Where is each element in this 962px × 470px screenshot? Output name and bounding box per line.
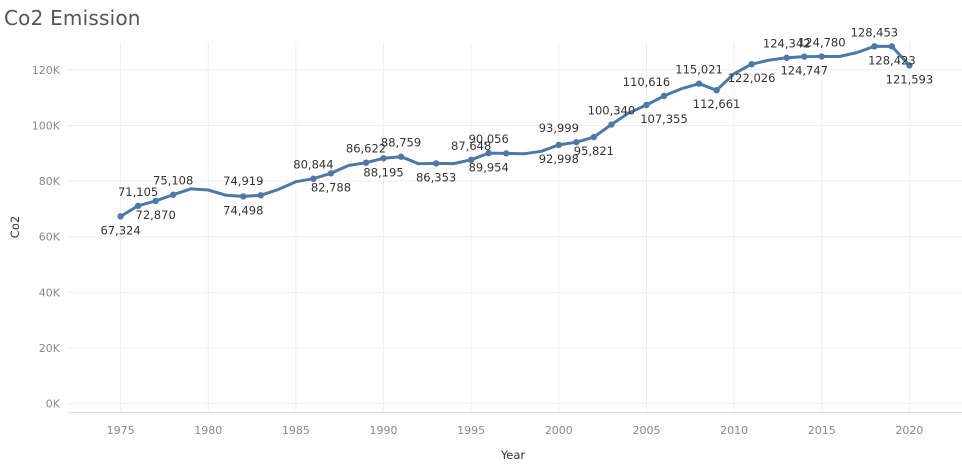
data-point (888, 43, 896, 50)
data-label: 100,340 (588, 104, 636, 118)
data-point (748, 60, 755, 68)
data-label: 128,453 (851, 25, 899, 39)
data-point (432, 160, 440, 167)
x-tick-label: 1975 (107, 424, 135, 437)
data-label: 86,353 (416, 170, 456, 184)
data-label: 124,780 (798, 36, 846, 50)
y-tick-label: 60K (39, 231, 61, 244)
y-tick-label: 0K (46, 398, 61, 411)
data-label: 75,108 (153, 174, 193, 188)
data-label: 128,423 (868, 53, 916, 67)
x-tick-label: 1995 (457, 424, 485, 437)
data-point (801, 53, 808, 60)
data-point (485, 149, 492, 157)
data-label: 82,788 (311, 180, 351, 194)
data-point (818, 53, 825, 60)
data-label: 95,821 (574, 144, 614, 158)
data-label: 115,021 (675, 63, 723, 77)
y-tick-label: 100K (32, 119, 61, 132)
data-label: 107,355 (640, 112, 688, 126)
data-label: 89,954 (469, 160, 509, 174)
data-label: 74,919 (223, 174, 263, 188)
data-point (380, 155, 387, 162)
data-point (362, 159, 370, 166)
x-tick-label: 2000 (545, 424, 573, 437)
data-label: 71,105 (118, 185, 158, 199)
x-axis-title: Year (500, 448, 526, 462)
data-point (397, 153, 405, 160)
data-label: 80,844 (293, 158, 333, 172)
data-point (152, 197, 159, 205)
x-tick-label: 1990 (370, 424, 398, 437)
data-label: 86,622 (346, 142, 386, 156)
data-point (117, 213, 124, 220)
data-label: 124,747 (780, 64, 828, 78)
data-label: 67,324 (100, 223, 140, 237)
y-tick-label: 80K (39, 175, 61, 188)
co2-series-line (119, 44, 911, 218)
x-tick-label: 2015 (808, 424, 836, 437)
chart-title: Co2 Emission (4, 6, 141, 30)
data-label: 74,498 (223, 203, 263, 217)
data-point (643, 101, 650, 109)
data-point (555, 141, 563, 149)
x-tick-label: 2010 (720, 424, 748, 437)
data-label: 112,661 (693, 97, 741, 111)
x-tick-label: 2005 (632, 424, 660, 437)
data-point (169, 191, 177, 198)
x-tick-label: 1985 (282, 424, 310, 437)
x-tick-label: 1980 (194, 424, 222, 437)
data-point (871, 43, 878, 50)
data-point (257, 192, 265, 199)
data-label: 90,056 (469, 132, 509, 146)
data-point (310, 175, 317, 182)
y-tick-label: 20K (39, 342, 61, 355)
data-point (503, 150, 510, 157)
data-point (573, 138, 580, 146)
data-label: 88,759 (381, 136, 421, 150)
y-axis-title: Co2 (8, 216, 22, 238)
data-point (713, 87, 720, 94)
data-label: 124,342 (763, 37, 811, 51)
y-tick-label: 40K (39, 286, 61, 299)
data-point (695, 80, 703, 87)
data-point (660, 92, 668, 100)
data-label: 88,195 (363, 165, 403, 179)
data-point (240, 193, 247, 200)
data-label: 92,998 (539, 152, 579, 166)
data-label: 110,616 (623, 75, 671, 89)
data-point (134, 202, 142, 210)
data-label: 72,870 (136, 208, 176, 222)
data-label: 93,999 (539, 121, 579, 135)
data-point (327, 170, 335, 177)
data-point (467, 156, 475, 164)
data-label: 87,648 (451, 139, 491, 153)
data-point (608, 121, 615, 128)
data-point (783, 54, 790, 61)
x-tick-label: 2020 (895, 424, 923, 437)
data-label: 121,593 (886, 72, 934, 86)
y-tick-label: 120K (32, 64, 61, 77)
data-label: 122,026 (728, 71, 776, 85)
data-point (590, 133, 598, 141)
data-point (906, 62, 913, 69)
